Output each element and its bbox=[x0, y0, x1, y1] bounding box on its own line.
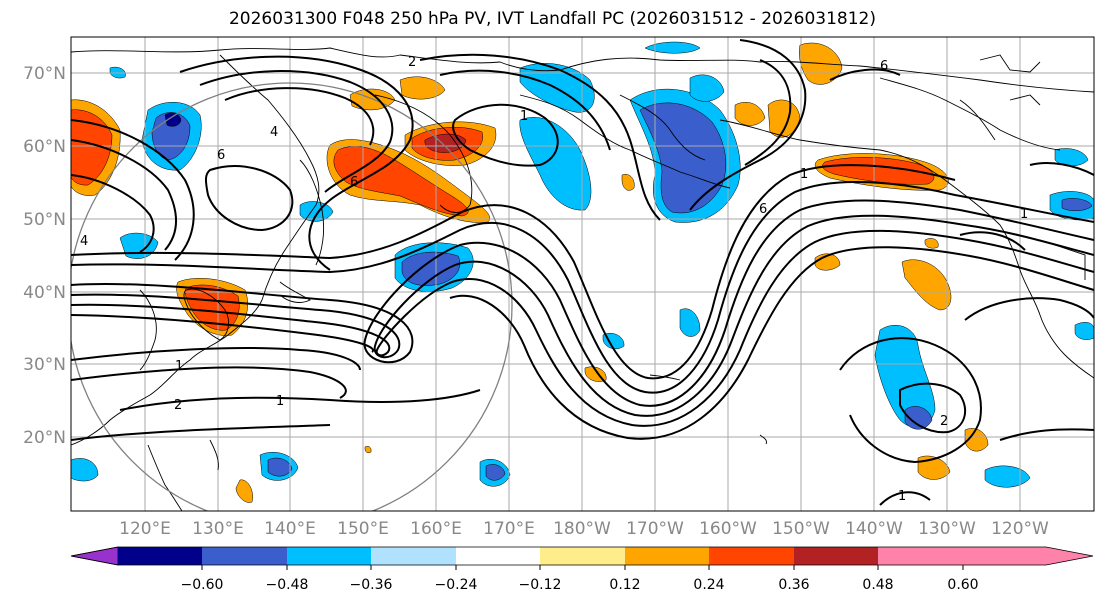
colorbar-segment bbox=[540, 547, 625, 565]
colorbar-label: 0.36 bbox=[778, 577, 809, 593]
colorbar-label: 0.12 bbox=[609, 577, 640, 593]
lon-label: 130°W bbox=[918, 519, 976, 539]
colorbar-segment bbox=[625, 547, 709, 565]
colorbar-extend-min bbox=[70, 546, 119, 566]
lon-label: 180°W bbox=[553, 519, 611, 539]
lon-label: 170°E bbox=[483, 519, 535, 539]
contour-label: 6 bbox=[350, 175, 358, 190]
contour-label: 1 bbox=[520, 109, 528, 124]
lat-label: 40°N bbox=[23, 283, 66, 303]
colorbar-label: 0.60 bbox=[947, 577, 978, 593]
colorbar-label: −0.60 bbox=[181, 577, 224, 593]
colorbar-segment bbox=[878, 547, 963, 565]
colorbar: −0.60 −0.48 −0.36 −0.24 −0.12 0.12 0.24 … bbox=[70, 546, 1094, 593]
colorbar-label: 0.24 bbox=[693, 577, 724, 593]
contour-label: 1 bbox=[898, 489, 906, 504]
lon-label: 130°E bbox=[192, 519, 244, 539]
shaded-anomalies bbox=[71, 41, 1094, 503]
lon-label: 140°W bbox=[845, 519, 903, 539]
contour-label-group: 2 4 6 1 6 1 2 1 1 6 6 4 2 1 1 bbox=[80, 55, 1028, 504]
lat-label: 50°N bbox=[23, 210, 66, 230]
lon-label: 160°W bbox=[699, 519, 757, 539]
contour-label: 6 bbox=[880, 59, 888, 74]
contour-label: 2 bbox=[408, 55, 416, 70]
map-title: 2026031300 F048 250 hPa PV, IVT Landfall… bbox=[228, 9, 876, 29]
distance-circle bbox=[71, 82, 513, 511]
contour-label: 1 bbox=[175, 359, 183, 374]
lon-label: 120°W bbox=[991, 519, 1049, 539]
colorbar-label: −0.12 bbox=[519, 577, 562, 593]
colorbar-segment bbox=[287, 547, 371, 565]
contour-lines bbox=[71, 39, 1094, 506]
lat-label: 20°N bbox=[23, 428, 66, 448]
contour-label: 4 bbox=[80, 234, 88, 249]
longitude-labels: 120°E 130°E 140°E 150°E 160°E 170°E 180°… bbox=[119, 519, 1049, 539]
contour-label: 2 bbox=[174, 398, 182, 413]
colorbar-extend-max bbox=[963, 547, 1093, 565]
contour-label: 1 bbox=[1020, 207, 1028, 222]
colorbar-segment bbox=[794, 547, 878, 565]
colorbar-segment bbox=[202, 547, 287, 565]
colorbar-label: −0.36 bbox=[350, 577, 393, 593]
map-border bbox=[70, 36, 1095, 512]
contour-label: 2 bbox=[940, 414, 948, 429]
contour-label: 6 bbox=[759, 202, 767, 217]
contour-label: 4 bbox=[270, 125, 278, 140]
lat-label: 60°N bbox=[23, 137, 66, 157]
lon-label: 160°E bbox=[410, 519, 462, 539]
lat-label: 30°N bbox=[23, 355, 66, 375]
contour-label: 6 bbox=[217, 148, 225, 163]
contour-label: 1 bbox=[276, 394, 284, 409]
colorbar-ticks bbox=[201, 565, 964, 570]
latitude-labels: 70°N 60°N 50°N 40°N 30°N 20°N bbox=[23, 64, 66, 448]
lon-label: 150°E bbox=[337, 519, 389, 539]
colorbar-label: −0.48 bbox=[266, 577, 309, 593]
colorbar-label: 0.48 bbox=[862, 577, 893, 593]
lon-label: 140°E bbox=[264, 519, 316, 539]
colorbar-label: −0.24 bbox=[435, 577, 478, 593]
lat-label: 70°N bbox=[23, 64, 66, 84]
lon-label: 120°E bbox=[119, 519, 171, 539]
colorbar-segment bbox=[709, 547, 794, 565]
colorbar-segment bbox=[371, 547, 456, 565]
colorbar-segment bbox=[456, 547, 540, 565]
lon-label: 150°W bbox=[772, 519, 830, 539]
lon-label: 170°W bbox=[626, 519, 684, 539]
colorbar-segment bbox=[118, 547, 202, 565]
contour-label: 1 bbox=[800, 167, 808, 182]
